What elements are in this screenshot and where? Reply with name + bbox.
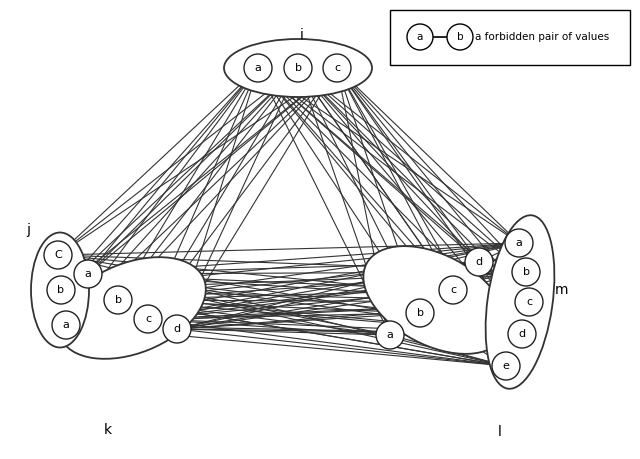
- Text: a: a: [255, 63, 261, 73]
- Circle shape: [515, 288, 543, 316]
- Circle shape: [376, 321, 404, 349]
- Circle shape: [52, 311, 80, 339]
- FancyBboxPatch shape: [390, 10, 630, 65]
- Circle shape: [134, 305, 162, 333]
- Text: a: a: [84, 269, 92, 279]
- Circle shape: [47, 276, 75, 304]
- Text: b: b: [115, 295, 122, 305]
- Text: c: c: [450, 285, 456, 295]
- Circle shape: [512, 258, 540, 286]
- Circle shape: [244, 54, 272, 82]
- Text: c: c: [526, 297, 532, 307]
- Ellipse shape: [486, 215, 554, 389]
- Ellipse shape: [58, 257, 206, 359]
- Circle shape: [439, 276, 467, 304]
- Circle shape: [74, 260, 102, 288]
- Text: d: d: [518, 329, 525, 339]
- Ellipse shape: [31, 233, 89, 347]
- Text: b: b: [294, 63, 301, 73]
- Circle shape: [465, 248, 493, 276]
- Text: l: l: [498, 425, 502, 439]
- Text: d: d: [476, 257, 483, 267]
- Text: b: b: [417, 308, 424, 318]
- Text: b: b: [457, 32, 463, 42]
- Text: e: e: [502, 361, 509, 371]
- Text: a: a: [387, 330, 394, 340]
- Circle shape: [104, 286, 132, 314]
- Circle shape: [284, 54, 312, 82]
- Circle shape: [492, 352, 520, 380]
- Text: C: C: [54, 250, 62, 260]
- Text: d: d: [173, 324, 180, 334]
- Circle shape: [505, 229, 533, 257]
- Ellipse shape: [224, 39, 372, 97]
- Text: c: c: [334, 63, 340, 73]
- Text: b: b: [522, 267, 529, 277]
- Ellipse shape: [364, 246, 507, 354]
- Text: a forbidden pair of values: a forbidden pair of values: [475, 32, 609, 42]
- Text: b: b: [58, 285, 65, 295]
- Text: j: j: [26, 223, 30, 237]
- Text: a: a: [63, 320, 69, 330]
- Text: k: k: [104, 423, 112, 437]
- Text: i: i: [300, 28, 304, 42]
- Text: a: a: [417, 32, 423, 42]
- Text: a: a: [516, 238, 522, 248]
- Circle shape: [406, 299, 434, 327]
- Circle shape: [44, 241, 72, 269]
- Text: c: c: [145, 314, 151, 324]
- Text: m: m: [556, 283, 569, 297]
- Circle shape: [508, 320, 536, 348]
- Circle shape: [407, 24, 433, 50]
- Circle shape: [163, 315, 191, 343]
- Circle shape: [447, 24, 473, 50]
- Circle shape: [323, 54, 351, 82]
